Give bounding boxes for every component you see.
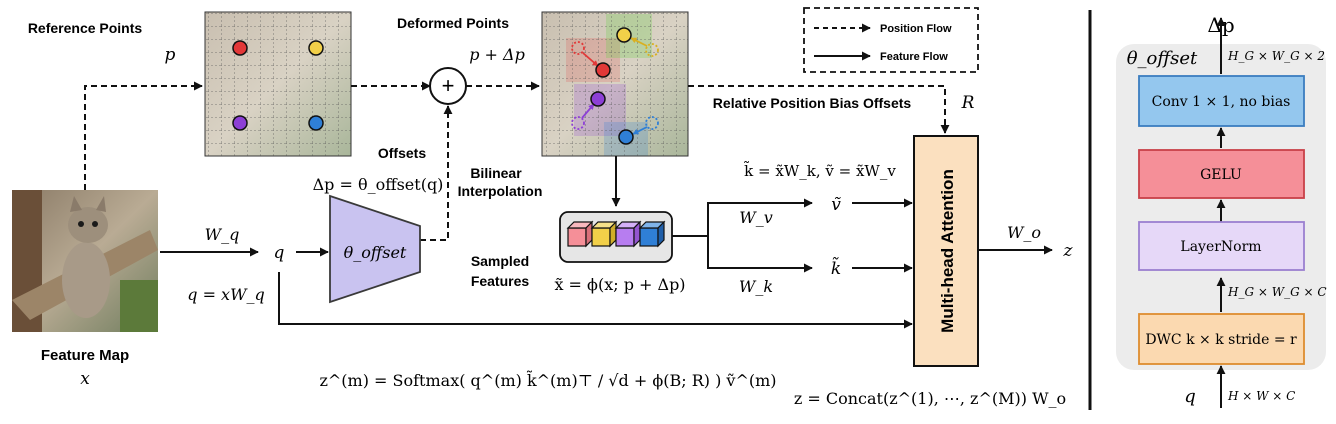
gelu-block	[1138, 149, 1305, 199]
flow-q-to-mha	[278, 272, 913, 329]
legend-box	[803, 7, 979, 73]
multihead-attention-block	[913, 135, 979, 367]
offset-network-block	[329, 194, 421, 304]
legend-feature-label: Feature Flow	[880, 51, 948, 63]
feature-map-symbol: x	[80, 369, 90, 389]
theta-offset-panel-label: θ_offset	[1127, 48, 1198, 69]
wk-label: W_k	[739, 277, 773, 296]
offsets-label: Offsets	[378, 145, 426, 161]
conv-block	[1138, 75, 1305, 127]
multihead-attention-label: Multi-head Attention	[938, 169, 957, 333]
deformed-points-image	[541, 11, 689, 157]
q-input-label: q	[1184, 386, 1196, 407]
flow-sampled-to-v	[672, 198, 813, 237]
sampled-equation: x̃ = ϕ(x; p + Δp)	[554, 275, 685, 294]
def-ref-blue	[645, 116, 659, 130]
reference-points-image	[204, 11, 352, 157]
offset-arrow-red	[582, 52, 599, 67]
offset-network-label: θ_offset	[344, 243, 407, 262]
layernorm-block-label: LayerNorm	[1180, 239, 1261, 255]
wo-label: W_o	[1007, 223, 1041, 242]
q-label: q	[274, 243, 285, 263]
ref-point-purple	[232, 115, 248, 131]
reference-points-label: Reference Points	[28, 20, 143, 36]
flow-featuremap-to-ref	[84, 81, 203, 190]
legend-position-label: Position Flow	[880, 23, 952, 35]
shape-middle-label: H_G × W_G × C	[1227, 285, 1327, 299]
bilinear-label-line1: Bilinear	[470, 165, 522, 181]
shape-output-label: H_G × W_G × 2	[1227, 49, 1325, 63]
ref-point-red	[232, 40, 248, 56]
sampled-feature-cubes	[566, 220, 666, 248]
deformed-points-label: Deformed Points	[397, 15, 509, 31]
layernorm-block	[1138, 221, 1305, 271]
relative-position-symbol: R	[961, 93, 975, 113]
z-label: z	[1063, 241, 1074, 261]
def-ref-yellow	[645, 43, 659, 57]
flow-sampled-to-k	[707, 236, 813, 273]
def-ref-purple	[571, 116, 585, 130]
ref-point-blue	[308, 115, 324, 131]
offset-equation: Δp = θ_offset(q)	[313, 175, 444, 194]
offset-arrow-purple	[581, 103, 595, 119]
concat-equation: z = Concat(z^(1), ⋯, z^(M)) W_o	[794, 389, 1066, 408]
conv-block-label: Conv 1 × 1, no bias	[1152, 94, 1291, 110]
sampled-label-line2: Features	[471, 273, 530, 289]
bilinear-label-line2: Interpolation	[458, 183, 543, 199]
softmax-equation: z^(m) = Softmax( q^(m) k̃^(m)⊤ / √d + ϕ(…	[319, 370, 776, 390]
relative-position-label: Relative Position Bias Offsets	[713, 95, 912, 111]
wq-label: W_q	[205, 225, 240, 244]
reference-points-symbol: p	[165, 45, 176, 65]
def-point-purple	[590, 91, 606, 107]
def-point-blue	[618, 129, 634, 145]
def-point-red	[595, 62, 611, 78]
flow-deformed-to-mha	[688, 85, 950, 134]
deformed-points-symbol: p + Δp	[469, 45, 525, 64]
sampled-label-line1: Sampled	[471, 253, 529, 269]
def-point-yellow	[616, 27, 632, 43]
dwc-block	[1138, 313, 1305, 365]
v-tilde-label: ṽ	[831, 195, 841, 215]
def-ref-red	[571, 41, 585, 55]
gelu-block-label: GELU	[1200, 167, 1242, 183]
add-symbol-icon: +	[442, 73, 455, 98]
add-node	[429, 67, 467, 105]
k-tilde-label: k̃	[831, 257, 841, 279]
kv-equation: k̃ = x̃W_k, ṽ = x̃W_v	[743, 161, 896, 180]
ref-point-yellow	[308, 40, 324, 56]
q-equation: q = xW_q	[187, 285, 265, 304]
feature-map-image	[12, 190, 158, 332]
shape-input-label: H × W × C	[1227, 389, 1295, 403]
feature-map-label: Feature Map	[41, 347, 129, 364]
dwc-block-label: DWC k × k stride = r	[1145, 332, 1297, 348]
flow-offset-to-add	[420, 105, 453, 241]
offset-arrow-yellow	[630, 37, 648, 47]
offset-arrow-blue	[632, 126, 648, 135]
wv-label: W_v	[739, 208, 772, 227]
